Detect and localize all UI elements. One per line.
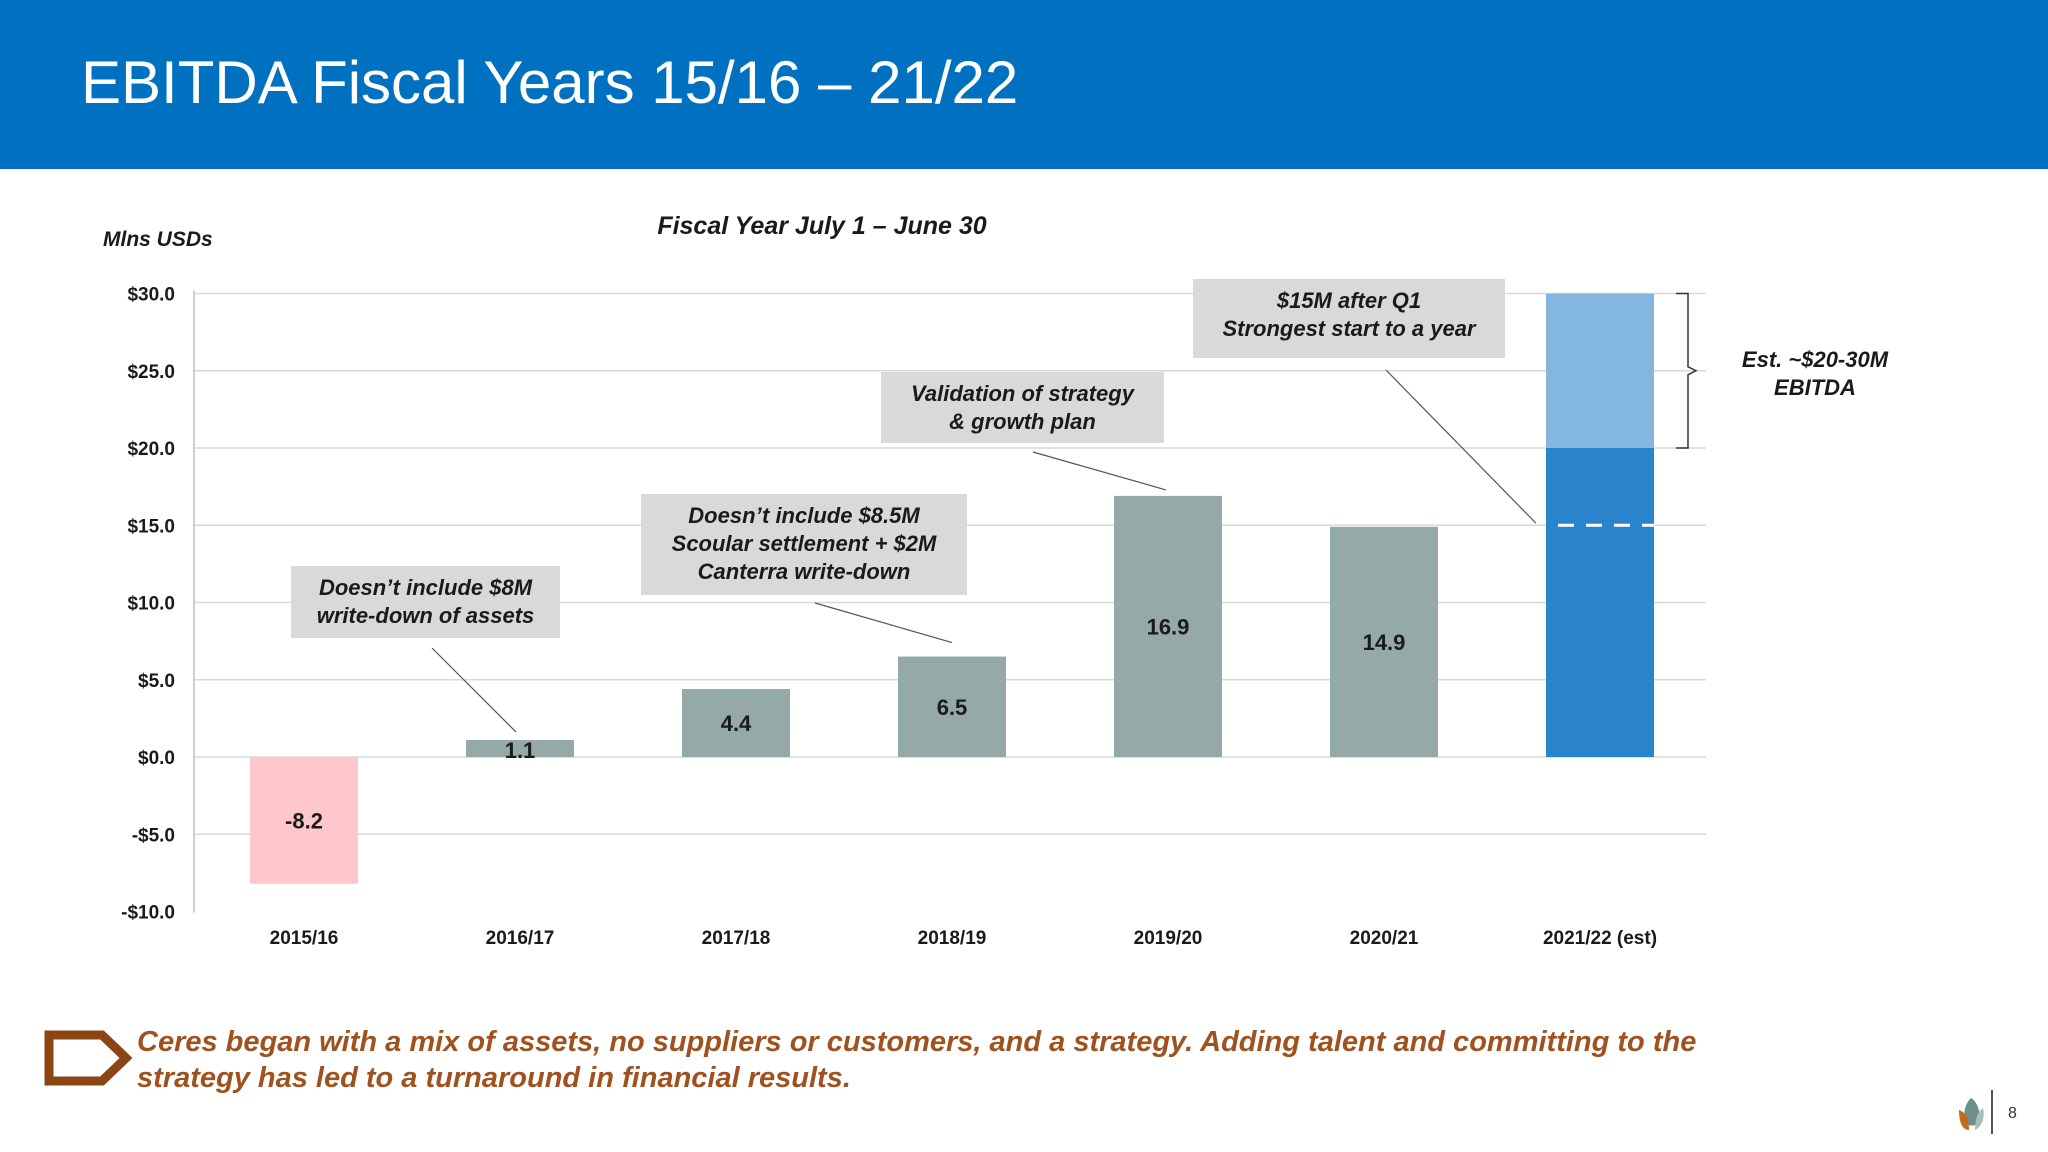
x-tick-label: 2018/19: [918, 928, 987, 949]
callout-line: & growth plan: [949, 409, 1096, 434]
y-tick-label: $30.0: [127, 285, 175, 306]
estimate-range-line: Est. ~$20-30M: [1741, 347, 1889, 372]
y-axis-unit-label: Mlns USDs: [103, 228, 213, 251]
y-tick-label: $25.0: [127, 362, 175, 383]
bar-estimate-low: [1546, 448, 1654, 757]
x-tick-label: 2019/20: [1134, 928, 1203, 949]
callout-line: Strongest start to a year: [1222, 316, 1476, 341]
estimate-range-label: Est. ~$20-30M EBITDA: [1722, 346, 1908, 402]
header-bar: EBITDA Fiscal Years 15/16 – 21/22: [0, 0, 2048, 169]
callout-write-down-assets: Doesn’t include $8M write-down of assets: [291, 566, 560, 638]
callout-validation-strategy: Validation of strategy & growth plan: [881, 372, 1164, 443]
callout-leader-line: [814, 602, 953, 644]
callout-leader-line: [1385, 369, 1537, 524]
callout-line: Doesn’t include $8M: [318, 575, 533, 600]
callout-line: Doesn’t include $8.5M: [688, 503, 920, 528]
y-tick-label: $10.0: [127, 594, 175, 615]
x-tick-label: 2020/21: [1350, 928, 1419, 949]
y-tick-label: -$5.0: [132, 825, 175, 846]
callout-q1-start: $15M after Q1 Strongest start to a year: [1193, 279, 1505, 358]
x-tick-label: 2015/16: [270, 928, 339, 949]
callout-leader-line: [1032, 451, 1167, 491]
bar-value-label: 16.9: [1147, 614, 1190, 639]
callout-line: Validation of strategy: [911, 381, 1134, 406]
bar-2020-21: [1330, 526, 1438, 757]
bar-value-label: 6.5: [937, 695, 968, 720]
callout-line: Scoular settlement + $2M: [671, 531, 937, 556]
page-number: 8: [2008, 1105, 2017, 1122]
arrow-outline-icon: [44, 1030, 132, 1086]
callout-line: write-down of assets: [316, 603, 535, 628]
callout-line: Canterra write-down: [697, 559, 911, 584]
bar-value-label: 1.1: [505, 738, 536, 763]
summary-message: Ceres began with a mix of assets, no sup…: [137, 1026, 1697, 1094]
bar-2017-18: [682, 689, 790, 757]
x-tick-label: 2016/17: [486, 928, 555, 949]
chart-subtitle: Fiscal Year July 1 – June 30: [657, 212, 987, 240]
y-tick-label: $5.0: [138, 671, 175, 692]
bar-value-label: 14.9: [1363, 630, 1406, 655]
bar-2018-19: [898, 656, 1006, 757]
y-tick-label: $15.0: [127, 516, 175, 537]
bar-2015-16: [250, 757, 358, 884]
bar-value-label: 4.4: [721, 711, 752, 736]
x-tick-label: 2017/18: [702, 928, 771, 949]
callout-scoular-settlement: Doesn’t include $8.5M Scoular settlement…: [641, 494, 967, 595]
y-tick-label: $20.0: [127, 439, 175, 460]
y-tick-label: -$10.0: [121, 903, 175, 924]
y-tick-label: $0.0: [138, 748, 175, 769]
bar-estimate-range: [1546, 293, 1654, 448]
x-tick-label: 2021/22 (est): [1543, 928, 1657, 949]
slide-title: EBITDA Fiscal Years 15/16 – 21/22: [81, 49, 1019, 116]
callout-line: $15M after Q1: [1276, 288, 1422, 313]
footer-divider: [1991, 1090, 1993, 1134]
bar-2019-20: [1114, 495, 1222, 757]
ebitda-bar-chart: $30.0 $25.0 $20.0 $15.0 $10.0 $5.0 $0.0 -$5.0 -$…: [121, 285, 1706, 949]
bar-2016-17: [466, 740, 574, 757]
leaf-logo-icon: [1959, 1098, 1984, 1130]
callout-leader-line: [431, 647, 517, 733]
bar-value-label: -8.2: [285, 808, 323, 833]
estimate-range-bracket: [1676, 292, 1698, 449]
estimate-range-line: EBITDA: [1774, 375, 1856, 400]
